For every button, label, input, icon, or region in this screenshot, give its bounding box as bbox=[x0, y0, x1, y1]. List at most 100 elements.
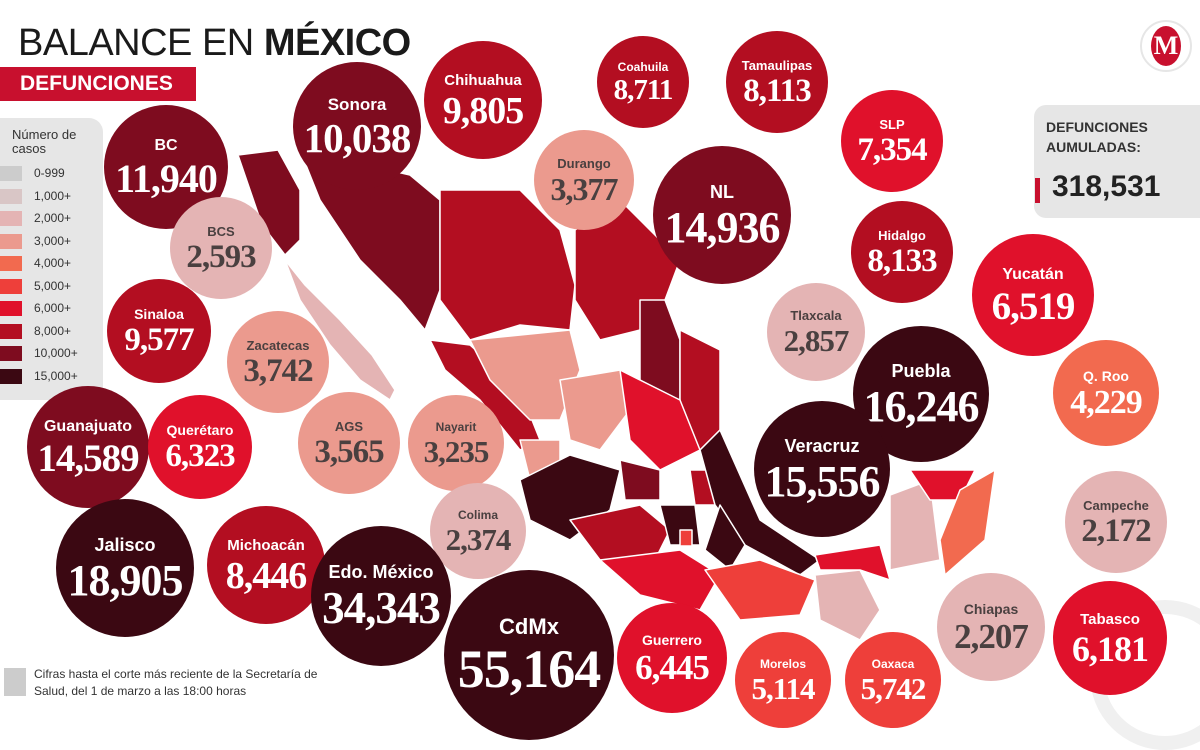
state-bubble: Michoacán 8,446 bbox=[207, 506, 325, 624]
legend-title: Número de casos bbox=[12, 127, 77, 156]
legend-label: 4,000+ bbox=[34, 256, 72, 270]
legend-swatch bbox=[0, 278, 22, 294]
region-cdmx bbox=[679, 529, 693, 547]
region-zacatecas bbox=[559, 369, 631, 451]
state-name: Nayarit bbox=[435, 420, 477, 434]
state-name: Tabasco bbox=[1080, 611, 1140, 628]
state-bubble: Sonora 10,038 bbox=[293, 62, 421, 190]
state-bubble: Puebla 16,246 bbox=[853, 326, 989, 462]
state-name: Chiapas bbox=[963, 601, 1019, 617]
state-name: NL bbox=[710, 182, 734, 202]
total-accent-bar bbox=[1035, 178, 1040, 203]
state-value: 14,589 bbox=[37, 437, 139, 480]
state-value: 5,742 bbox=[860, 671, 927, 706]
legend-label: 15,000+ bbox=[34, 368, 78, 383]
state-bubble: Morelos 5,114 bbox=[735, 632, 831, 728]
legend-swatch bbox=[0, 233, 22, 249]
total-label: DEFUNCIONES AUMULADAS: bbox=[1046, 119, 1148, 155]
state-name: Hidalgo bbox=[878, 228, 926, 243]
state-name: Durango bbox=[557, 156, 611, 171]
legend-swatch bbox=[0, 256, 22, 271]
legend-label: 2,000+ bbox=[34, 211, 72, 225]
state-bubble: Veracruz 15,556 bbox=[754, 401, 890, 537]
state-name: Veracruz bbox=[784, 436, 860, 456]
state-value: 2,207 bbox=[954, 617, 1029, 656]
state-name: Sinaloa bbox=[134, 306, 184, 322]
state-name: Q. Roo bbox=[1083, 368, 1129, 384]
state-name: Edo. México bbox=[328, 562, 434, 582]
state-bubble: Querétaro 6,323 bbox=[148, 395, 252, 499]
state-bubble: Q. Roo 4,229 bbox=[1053, 340, 1159, 446]
state-name: Querétaro bbox=[166, 422, 234, 438]
state-value: 6,181 bbox=[1072, 629, 1149, 669]
state-value: 7,354 bbox=[857, 132, 927, 168]
state-bubble: Campeche 2,172 bbox=[1065, 471, 1167, 573]
region-guanajuato bbox=[619, 459, 661, 501]
state-name: AGS bbox=[334, 419, 364, 434]
state-bubble: Edo. México 34,343 bbox=[311, 526, 451, 666]
state-bubble: Zacatecas 3,742 bbox=[227, 311, 329, 413]
state-bubble: Oaxaca 5,742 bbox=[845, 632, 941, 728]
state-value: 3,377 bbox=[550, 171, 619, 207]
state-value: 15,556 bbox=[764, 457, 881, 506]
region-campeche bbox=[889, 479, 941, 571]
state-value: 10,038 bbox=[303, 115, 412, 161]
state-bubble: Yucatán 6,519 bbox=[972, 234, 1094, 356]
legend-label: 0-999 bbox=[34, 166, 65, 180]
legend-label: 3,000+ bbox=[34, 233, 72, 248]
state-name: Colima bbox=[457, 508, 498, 522]
state-value: 2,857 bbox=[783, 323, 850, 358]
state-name: Tamaulipas bbox=[741, 58, 813, 73]
state-bubble: Jalisco 18,905 bbox=[56, 499, 194, 637]
state-name: BCS bbox=[207, 224, 235, 239]
state-bubble: AGS 3,565 bbox=[298, 392, 400, 494]
state-name: Chihuahua bbox=[444, 72, 522, 89]
state-bubble: Guanajuato 14,589 bbox=[27, 386, 149, 508]
state-name: Coahuila bbox=[617, 60, 669, 74]
state-value: 4,229 bbox=[1070, 384, 1143, 421]
state-bubble: Sinaloa 9,577 bbox=[107, 279, 211, 383]
legend-label: 1,000+ bbox=[34, 188, 72, 203]
state-value: 6,323 bbox=[165, 438, 235, 474]
region-guerrero bbox=[599, 549, 721, 611]
state-value: 9,805 bbox=[442, 90, 525, 132]
state-name: Morelos bbox=[759, 657, 806, 671]
state-value: 8,133 bbox=[867, 243, 937, 279]
total-deaths-box: DEFUNCIONES AUMULADAS: 318,531 bbox=[1034, 105, 1200, 218]
legend-item: 2,000+ bbox=[0, 207, 103, 229]
state-value: 6,519 bbox=[991, 285, 1076, 328]
state-name: Oaxaca bbox=[871, 657, 915, 671]
state-name: Sonora bbox=[327, 95, 387, 114]
legend-swatch bbox=[0, 166, 22, 181]
legend-item: 8,000+ bbox=[0, 320, 103, 342]
legend-item: 10,000+ bbox=[0, 342, 103, 364]
state-value: 11,940 bbox=[115, 156, 218, 201]
state-name: Guerrero bbox=[642, 632, 702, 648]
state-value: 55,164 bbox=[457, 639, 602, 699]
state-bubble: SLP 7,354 bbox=[841, 90, 943, 192]
state-name: Jalisco bbox=[94, 535, 156, 555]
legend-label: 8,000+ bbox=[34, 323, 72, 338]
state-value: 3,565 bbox=[314, 434, 384, 470]
state-name: Campeche bbox=[1083, 498, 1149, 513]
state-value: 34,343 bbox=[322, 583, 441, 633]
state-name: Yucatán bbox=[1002, 266, 1064, 283]
state-bubble: Tlaxcala 2,857 bbox=[767, 283, 865, 381]
region-tabasco bbox=[814, 544, 891, 581]
page-subtitle: DEFUNCIONES bbox=[0, 67, 196, 101]
note-swatch bbox=[4, 668, 26, 696]
legend-item: 15,000+ bbox=[0, 365, 103, 387]
state-value: 18,905 bbox=[67, 556, 184, 605]
state-name: Tlaxcala bbox=[790, 308, 842, 323]
legend: Número de casos 0-999 1,000+ 2,000+ 3,000+ 4… bbox=[0, 118, 103, 400]
state-name: Zacatecas bbox=[246, 338, 310, 353]
legend-item: 5,000+ bbox=[0, 275, 103, 297]
legend-label: 6,000+ bbox=[34, 301, 72, 315]
region-durango bbox=[469, 329, 581, 421]
state-value: 14,936 bbox=[664, 203, 781, 252]
total-value: 318,531 bbox=[1052, 170, 1161, 203]
legend-label: 5,000+ bbox=[34, 278, 72, 293]
state-value: 6,445 bbox=[635, 648, 710, 687]
region-sonora bbox=[299, 149, 441, 331]
state-value: 8,446 bbox=[225, 555, 308, 597]
